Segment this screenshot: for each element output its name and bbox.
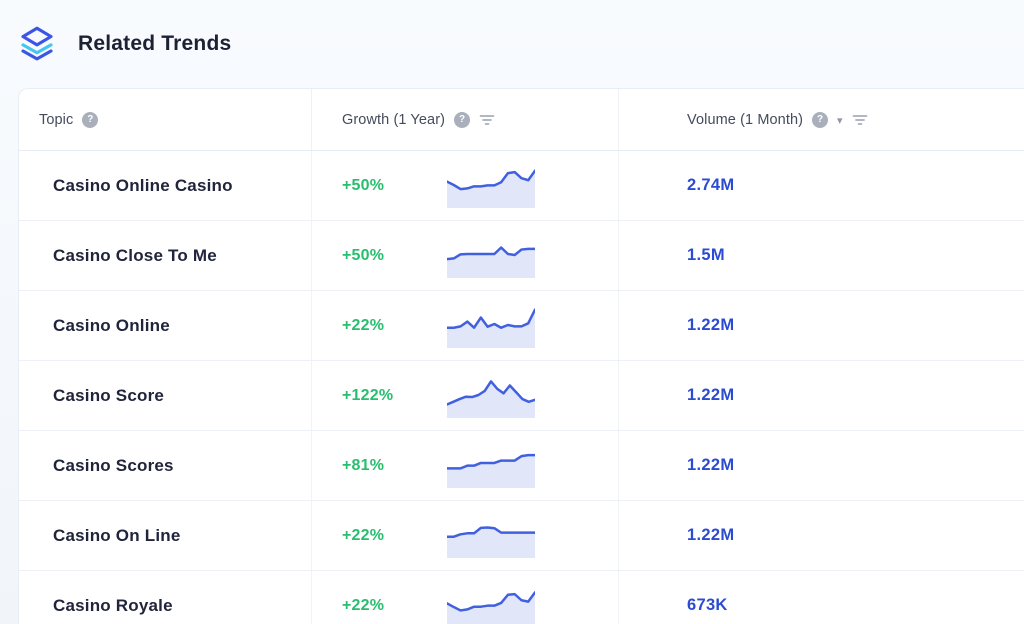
help-icon[interactable]: ? [454, 111, 471, 128]
caret-down-icon[interactable]: ▾ [837, 115, 843, 127]
volume-value: 2.74M [687, 176, 735, 194]
help-icon[interactable]: ? [82, 111, 99, 128]
table-body: Casino Online Casino +50% 2.74M Casino C… [19, 151, 1024, 624]
filter-icon[interactable] [852, 113, 868, 127]
table-row[interactable]: Casino Close To Me +50% 1.5M [19, 221, 1024, 291]
growth-column-label: Growth (1 Year) [342, 111, 446, 128]
volume-cell: 1.5M [618, 221, 1024, 290]
topic-text: Casino Score [53, 385, 165, 405]
column-header-volume: Volume (1 Month) ? ▾ [618, 89, 1024, 150]
volume-value: 1.22M [687, 456, 735, 474]
topic-text: Casino Close To Me [53, 245, 217, 265]
topic-cell[interactable]: Casino Close To Me [19, 221, 311, 290]
volume-value: 1.22M [687, 386, 735, 404]
growth-cell: +22% [311, 571, 618, 624]
sparkline-chart [447, 379, 535, 418]
growth-value: +50% [342, 246, 385, 264]
layers-icon [16, 23, 58, 65]
growth-cell: +22% [311, 291, 618, 360]
growth-cell: +50% [311, 221, 618, 290]
growth-cell: +81% [311, 431, 618, 500]
topic-cell[interactable]: Casino On Line [19, 501, 311, 570]
column-header-growth: Growth (1 Year) ? [311, 89, 618, 150]
column-header-topic: Topic ? [19, 89, 311, 150]
topic-column-label: Topic [39, 111, 74, 128]
sparkline-chart [447, 245, 535, 278]
topic-text: Casino On Line [53, 525, 181, 545]
volume-cell: 1.22M [618, 291, 1024, 360]
sparkline-chart [447, 168, 535, 208]
topic-cell[interactable]: Casino Scores [19, 431, 311, 500]
growth-cell: +22% [311, 501, 618, 570]
table-row[interactable]: Casino Royale +22% 673K [19, 571, 1024, 624]
help-icon[interactable]: ? [812, 111, 829, 128]
table-row[interactable]: Casino Score +122% 1.22M [19, 361, 1024, 431]
topic-cell[interactable]: Casino Score [19, 361, 311, 430]
volume-value: 1.22M [687, 526, 735, 544]
volume-value: 673K [687, 596, 728, 614]
growth-value: +122% [342, 386, 394, 404]
filter-icon[interactable] [479, 113, 495, 127]
table-row[interactable]: Casino Online Casino +50% 2.74M [19, 151, 1024, 221]
growth-value: +81% [342, 456, 385, 474]
growth-value: +22% [342, 316, 385, 334]
sparkline-chart [447, 453, 535, 488]
volume-cell: 1.22M [618, 361, 1024, 430]
sparkline-chart [447, 525, 535, 558]
table-row[interactable]: Casino Scores +81% 1.22M [19, 431, 1024, 501]
volume-column-label: Volume (1 Month) [687, 111, 804, 128]
growth-cell: +122% [311, 361, 618, 430]
topic-cell[interactable]: Casino Online Casino [19, 151, 311, 220]
table-header-row: Topic ? Growth (1 Year) ? Volume (1 Mont… [19, 89, 1024, 151]
topic-text: Casino Scores [53, 455, 174, 475]
volume-value: 1.22M [687, 316, 735, 334]
page-header: Related Trends [0, 0, 1024, 72]
topic-cell[interactable]: Casino Online [19, 291, 311, 360]
volume-cell: 673K [618, 571, 1024, 624]
table-row[interactable]: Casino On Line +22% 1.22M [19, 501, 1024, 571]
table-row[interactable]: Casino Online +22% 1.22M [19, 291, 1024, 361]
related-trends-table: Topic ? Growth (1 Year) ? Volume (1 Mont… [18, 88, 1024, 624]
volume-cell: 2.74M [618, 151, 1024, 220]
topic-text: Casino Royale [53, 595, 173, 615]
volume-value: 1.5M [687, 246, 725, 264]
sparkline-chart [447, 307, 535, 348]
growth-value: +22% [342, 596, 385, 614]
growth-cell: +50% [311, 151, 618, 220]
topic-text: Casino Online [53, 315, 170, 335]
topic-text: Casino Online Casino [53, 175, 233, 195]
growth-value: +22% [342, 526, 385, 544]
volume-cell: 1.22M [618, 431, 1024, 500]
volume-cell: 1.22M [618, 501, 1024, 570]
sparkline-chart [447, 590, 535, 624]
growth-value: +50% [342, 176, 385, 194]
topic-cell[interactable]: Casino Royale [19, 571, 311, 624]
page-title: Related Trends [78, 32, 232, 55]
